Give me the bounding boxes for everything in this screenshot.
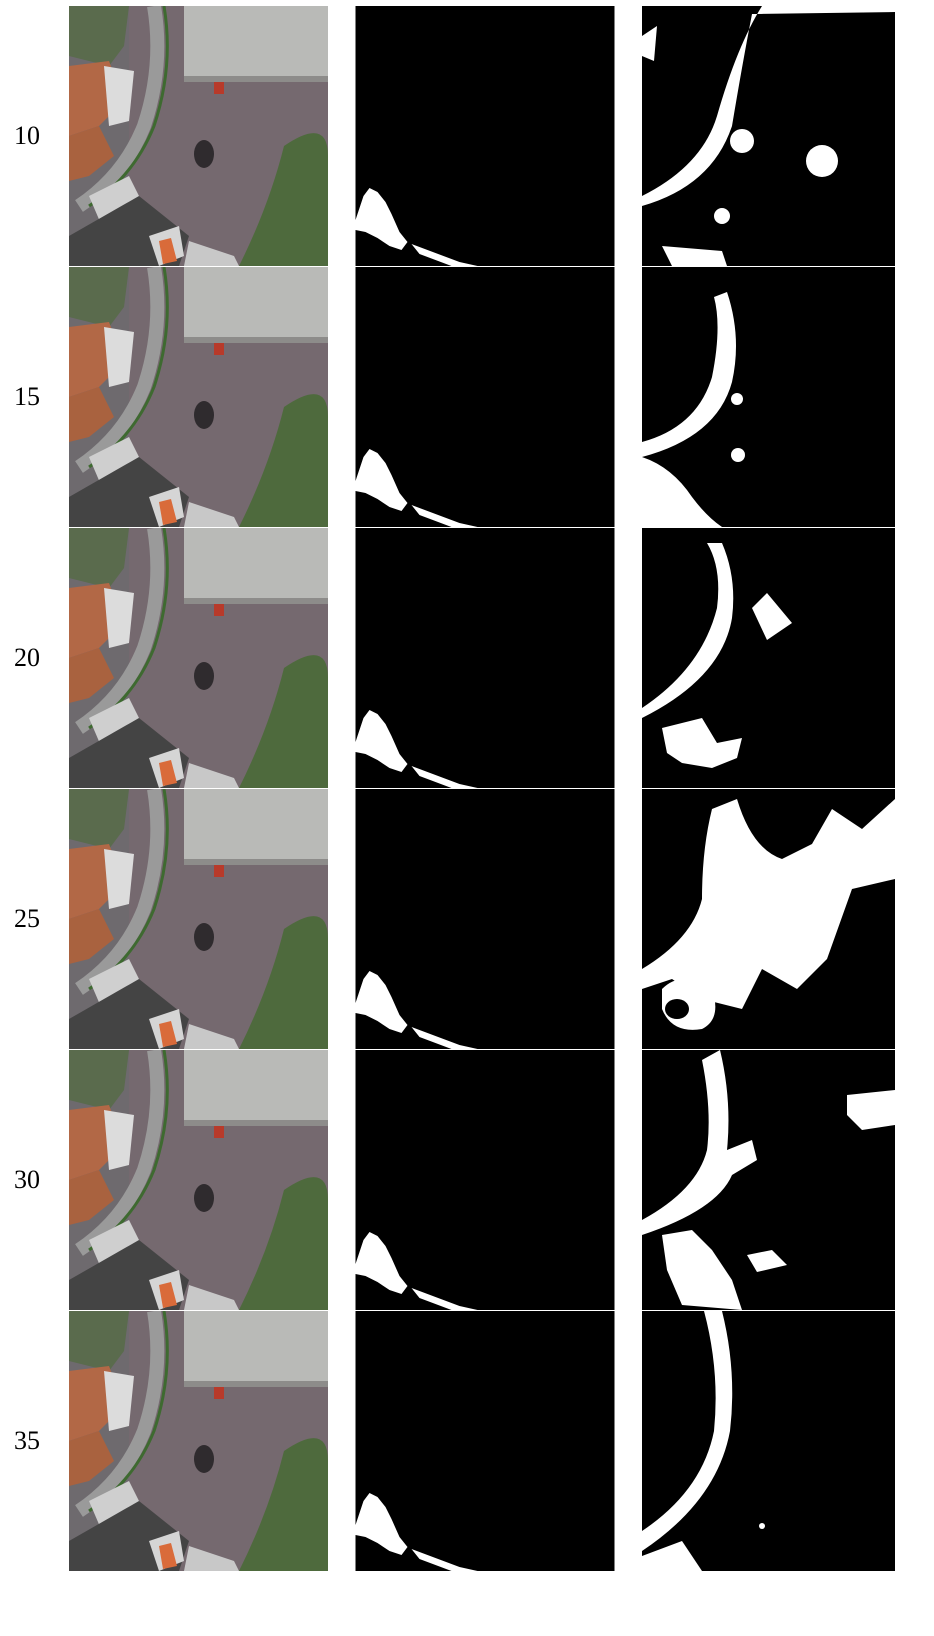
aerial-image bbox=[69, 1050, 328, 1310]
row: 35 bbox=[14, 1311, 895, 1571]
aerial-image bbox=[69, 6, 328, 266]
row-label: 35 bbox=[14, 1426, 40, 1455]
row-label: 25 bbox=[14, 904, 40, 933]
ground-truth-mask bbox=[356, 528, 615, 788]
row: 25 bbox=[14, 789, 895, 1049]
ground-truth-mask bbox=[356, 1311, 615, 1571]
prediction-mask bbox=[642, 6, 895, 266]
row-label: 15 bbox=[14, 382, 40, 411]
ground-truth-mask bbox=[356, 6, 615, 266]
aerial-image bbox=[69, 267, 328, 527]
prediction-mask bbox=[642, 528, 895, 788]
body: 10 15 20 25 30 bbox=[0, 0, 934, 1636]
prediction-mask bbox=[642, 789, 895, 1049]
prediction-mask bbox=[642, 1050, 895, 1310]
aerial-image bbox=[69, 1311, 328, 1571]
row: 10 bbox=[14, 6, 895, 266]
aerial-image bbox=[69, 789, 328, 1049]
row-label: 10 bbox=[14, 121, 40, 150]
row-label: 20 bbox=[14, 643, 40, 672]
ground-truth-mask bbox=[356, 789, 615, 1049]
row: 30 bbox=[14, 1050, 895, 1310]
prediction-mask bbox=[642, 267, 895, 527]
row: 15 bbox=[14, 267, 895, 527]
aerial-image bbox=[69, 528, 328, 788]
ground-truth-mask bbox=[356, 267, 615, 527]
row-label: 30 bbox=[14, 1165, 40, 1194]
prediction-mask bbox=[642, 1311, 895, 1571]
figure: 10 15 20 25 30 bbox=[0, 0, 934, 1636]
page: {"rows": [{"label": "10"}, {"label": "15… bbox=[0, 0, 934, 1636]
ground-truth-mask bbox=[356, 1050, 615, 1310]
row: 20 bbox=[14, 528, 895, 788]
